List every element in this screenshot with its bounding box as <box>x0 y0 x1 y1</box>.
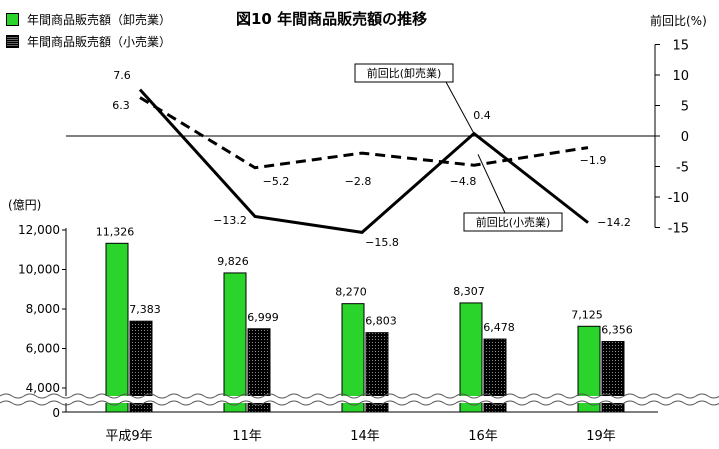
bar-label-wholesale: 7,125 <box>571 308 603 321</box>
bar-wholesale <box>459 302 483 413</box>
line-axis-tick-label: -5 <box>676 161 689 176</box>
bar-axis-tick-label: 0 <box>52 406 60 420</box>
legend-swatch-retail <box>6 34 19 48</box>
bar-retail <box>365 332 389 413</box>
bar-label-wholesale: 8,270 <box>335 286 367 299</box>
bar-label-retail: 6,999 <box>247 311 279 324</box>
x-axis-category-label: 19年 <box>586 429 616 444</box>
legend-item-retail: 年間商品販売額（小売業） <box>6 30 171 52</box>
legend-label-retail: 年間商品販売額（小売業） <box>27 34 172 49</box>
bar-label-wholesale: 11,326 <box>96 225 135 238</box>
bar-axis-tick-label: 6,000 <box>26 342 60 356</box>
bar-axis-tick-label: 10,000 <box>18 263 60 277</box>
line-axis-tick-label: -15 <box>668 222 689 237</box>
bar-label-wholesale: 8,307 <box>453 285 485 298</box>
line-label-retail: −1.9 <box>580 154 607 167</box>
bar-retail <box>129 320 153 413</box>
bar-retail <box>483 338 507 413</box>
line-axis-tick-label: 10 <box>672 69 689 84</box>
line-label-wholesale: 7.6 <box>113 69 131 82</box>
bar-label-retail: 6,478 <box>483 321 515 334</box>
callout-box-wholesale <box>354 63 454 83</box>
left-axis-unit: (億円) <box>8 198 42 212</box>
line-label-wholesale: −14.2 <box>597 216 631 229</box>
callout-label-retail: 前回比(小売業) <box>476 215 551 229</box>
x-axis-category-label: 16年 <box>468 429 498 444</box>
line-axis-tick-label: 0 <box>681 130 689 145</box>
legend-swatch-wholesale <box>6 12 19 26</box>
callout-pointer-wholesale <box>445 81 475 134</box>
line-series-wholesale <box>138 88 589 234</box>
line-axis-tick-label: 15 <box>672 39 689 54</box>
axis-break-band <box>0 396 719 403</box>
x-axis-category-label: 平成9年 <box>105 429 152 444</box>
bar-axis-tick-label: 4,000 <box>26 381 60 395</box>
line-label-retail: −4.8 <box>450 175 477 188</box>
bar-wholesale <box>223 272 247 413</box>
legend-label-wholesale: 年間商品販売額（卸売業） <box>27 12 172 27</box>
right-axis-unit: 前回比(%) <box>650 14 707 28</box>
legend: 年間商品販売額（卸売業） 年間商品販売額（小売業） <box>6 8 171 52</box>
callout-pointer-retail <box>477 154 506 214</box>
legend-item-wholesale: 年間商品販売額（卸売業） <box>6 8 171 30</box>
line-label-retail: −2.8 <box>345 175 372 188</box>
bar-wholesale <box>105 242 129 413</box>
line-label-retail: 6.3 <box>112 99 130 112</box>
bar-label-retail: 6,356 <box>601 323 633 336</box>
bar-retail <box>247 328 271 413</box>
callout-box-retail <box>463 212 563 232</box>
x-axis-category-label: 11年 <box>232 429 262 444</box>
axis-break-line <box>0 393 719 399</box>
line-axis-tick-label: 5 <box>681 100 689 115</box>
callout-label-wholesale: 前回比(卸売業) <box>367 66 442 80</box>
x-axis-category-label: 14年 <box>350 429 380 444</box>
line-label-wholesale: −15.8 <box>365 236 399 249</box>
line-label-wholesale: −13.2 <box>213 214 247 227</box>
line-series-retail <box>139 96 589 170</box>
line-label-wholesale: 0.4 <box>473 109 491 122</box>
axis-break-line <box>0 400 719 406</box>
bar-axis-tick-label: 12,000 <box>18 223 60 237</box>
bar-label-retail: 6,803 <box>365 315 397 328</box>
line-label-retail: −5.2 <box>263 175 290 188</box>
bar-label-retail: 7,383 <box>129 303 161 316</box>
bar-label-wholesale: 9,826 <box>217 255 249 268</box>
bar-wholesale <box>577 325 601 413</box>
bar-wholesale <box>341 303 365 413</box>
chart-title: 図10 年間商品販売額の推移 <box>236 10 428 28</box>
bar-axis-tick-label: 8,000 <box>26 302 60 316</box>
line-axis-tick-label: -10 <box>668 191 689 206</box>
